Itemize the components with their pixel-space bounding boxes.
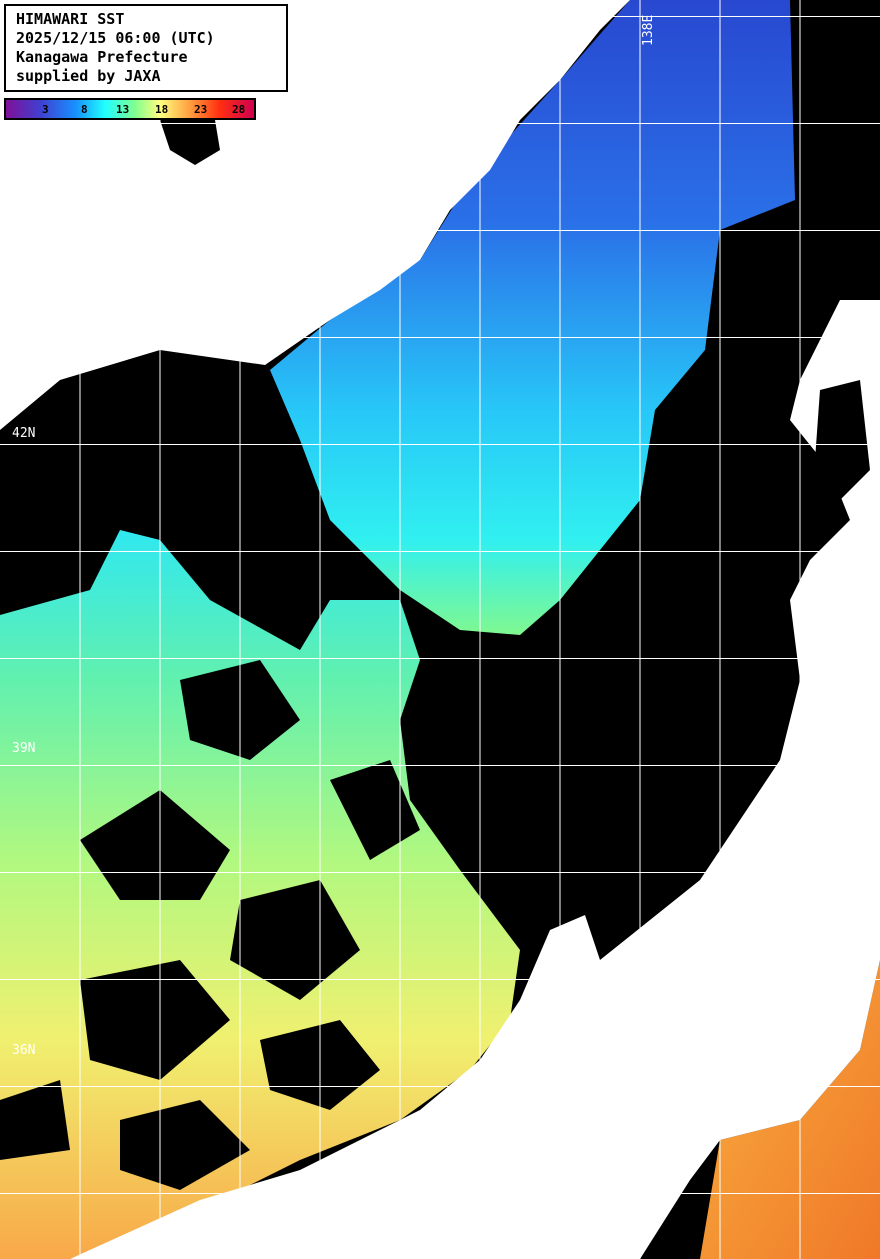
datetime: 2025/12/15 06:00 (UTC) bbox=[16, 29, 215, 47]
island-shadow bbox=[160, 120, 220, 165]
sea-southwest bbox=[0, 530, 520, 1259]
sea-north bbox=[270, 0, 795, 635]
tick-label: 8 bbox=[81, 103, 88, 116]
info-box: HIMAWARI SST 2025/12/15 06:00 (UTC) Kana… bbox=[4, 4, 288, 92]
lat-label-42n: 42N bbox=[12, 426, 36, 441]
land-japan bbox=[70, 300, 880, 1259]
title: HIMAWARI SST bbox=[16, 10, 125, 28]
sea-pacific bbox=[700, 960, 880, 1259]
lat-label-39n: 39N bbox=[12, 741, 36, 756]
lon-label-138e: 138E bbox=[641, 14, 656, 46]
bay-shadow bbox=[815, 380, 870, 500]
tick-label: 18 bbox=[155, 103, 169, 116]
lat-label-36n: 36N bbox=[12, 1043, 36, 1058]
tick-label: 23 bbox=[194, 103, 208, 116]
credit: supplied by JAXA bbox=[16, 67, 161, 85]
region: Kanagawa Prefecture bbox=[16, 48, 188, 66]
color-scale-bar: 3 8 13 18 23 28 bbox=[4, 98, 256, 120]
tick-label: 13 bbox=[116, 103, 130, 116]
tick-label: 3 bbox=[42, 103, 49, 116]
tick-label: 28 bbox=[232, 103, 246, 116]
